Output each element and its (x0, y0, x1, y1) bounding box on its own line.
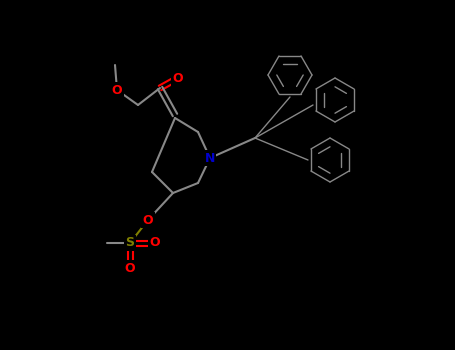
Text: O: O (111, 84, 122, 97)
Text: S: S (126, 237, 135, 250)
Text: O: O (173, 71, 183, 84)
Text: O: O (150, 237, 160, 250)
Text: N: N (205, 152, 215, 164)
Text: O: O (125, 261, 135, 274)
Text: O: O (143, 214, 153, 226)
